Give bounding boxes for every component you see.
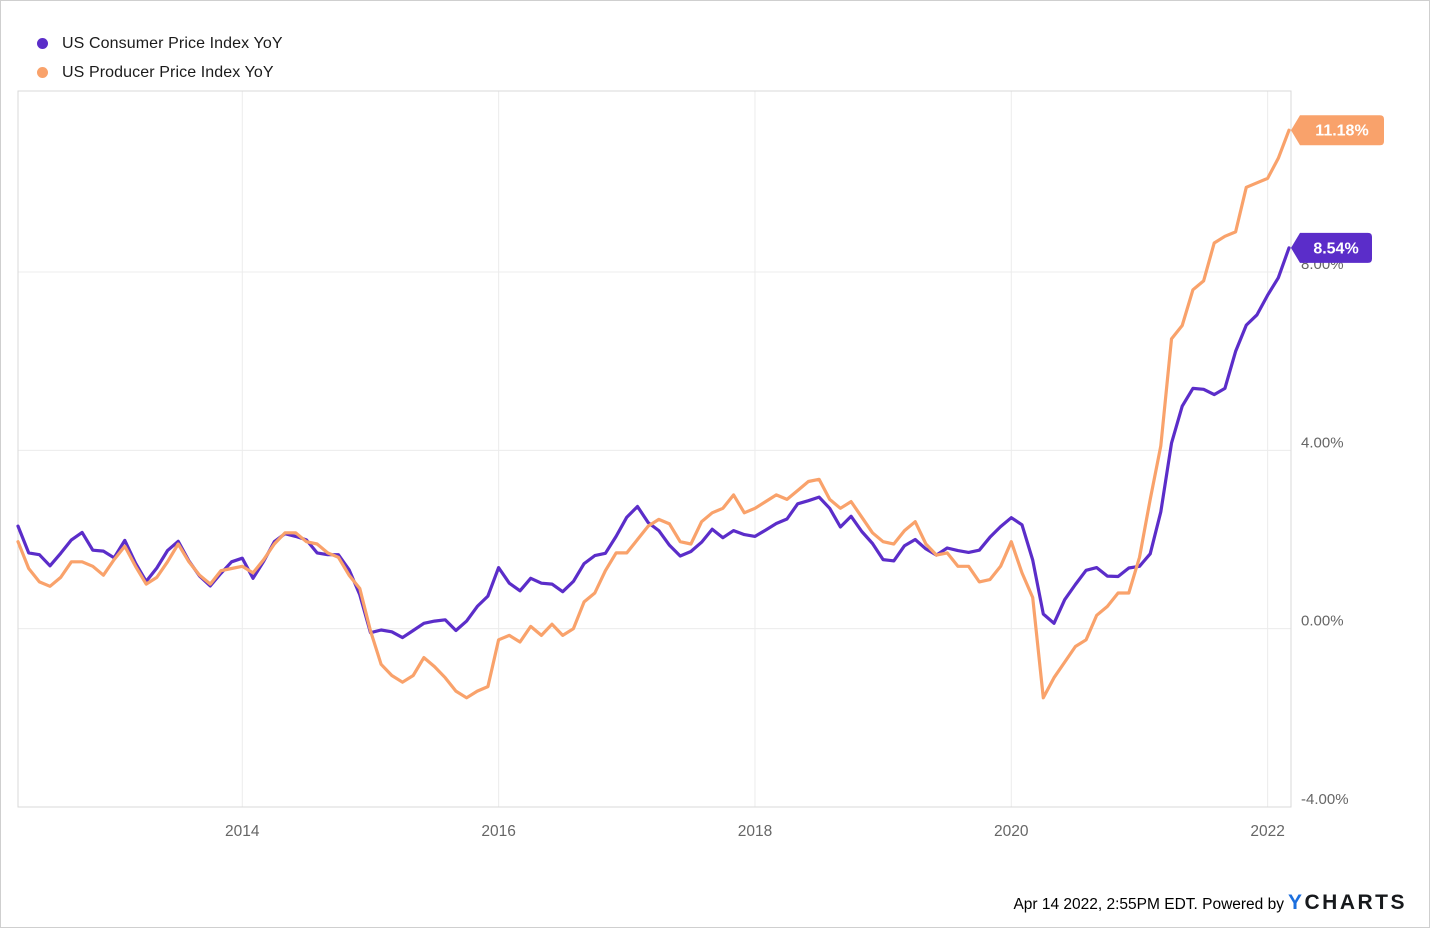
legend-label-ppi: US Producer Price Index YoY: [62, 63, 274, 81]
plot-border: [17, 90, 1292, 808]
callout-value-ppi: 11.18%: [1315, 123, 1368, 140]
legend-dot-ppi-icon: [37, 67, 48, 78]
ycharts-logo-charts: CHARTS: [1304, 891, 1407, 914]
y-axis-tick-label: 4.00%: [1301, 434, 1344, 451]
series-line-ppi: [16, 128, 1291, 700]
x-axis-tick-label: 2020: [994, 823, 1029, 840]
y-axis-tick-label: -4.00%: [1301, 791, 1349, 808]
legend-label-cpi: US Consumer Price Index YoY: [62, 34, 283, 52]
ycharts-logo-y: Y: [1287, 891, 1305, 914]
x-axis-tick-label: 2016: [481, 823, 515, 840]
footer-timestamp: Apr 14 2022, 2:55PM EDT. Powered by: [1013, 896, 1284, 913]
x-axis-tick-label: 2022: [1250, 823, 1284, 840]
legend-dot-cpi-icon: [37, 38, 48, 49]
x-axis-tick-label: 2018: [738, 823, 772, 840]
callout-badge-ppi: [1291, 115, 1384, 146]
series-line-cpi: [16, 246, 1291, 640]
ycharts-logo: YCHARTS: [1288, 891, 1407, 915]
x-axis-tick-label: 2014: [225, 823, 260, 840]
legend: US Consumer Price Index YoY US Producer …: [37, 29, 283, 87]
legend-item-ppi[interactable]: US Producer Price Index YoY: [37, 58, 283, 87]
callout-value-cpi: 8.54%: [1313, 240, 1358, 257]
footer: Apr 14 2022, 2:55PM EDT. Powered by YCHA…: [1013, 891, 1407, 915]
callout-badge-cpi: [1291, 232, 1372, 263]
y-axis-tick-label: 0.00%: [1301, 613, 1344, 630]
legend-item-cpi[interactable]: US Consumer Price Index YoY: [37, 29, 283, 58]
